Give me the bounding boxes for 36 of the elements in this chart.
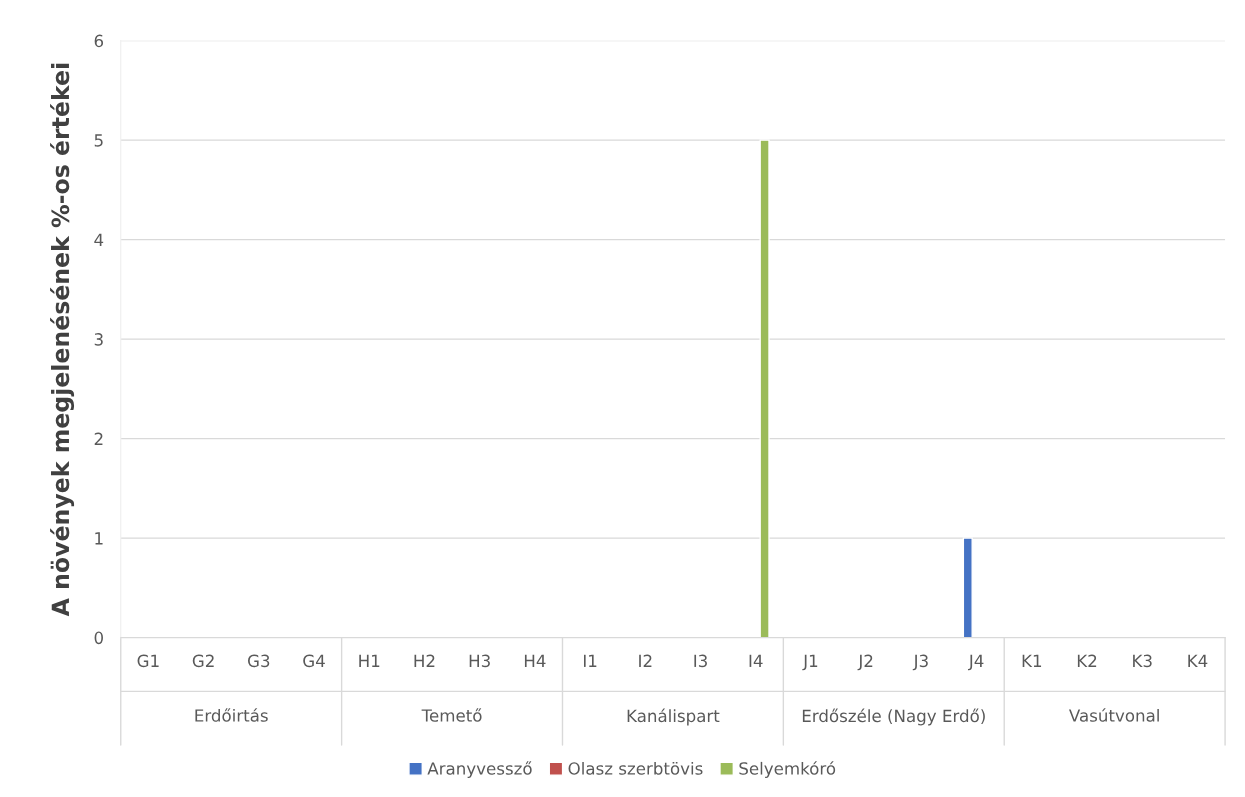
text: Vasútvonal — [1068, 708, 1159, 722]
text: Erdőszéle (Nagy Erdő) — [802, 708, 985, 726]
legend-label: Olasz szerbtövis — [568, 761, 703, 775]
y-tick-label: 4 — [94, 233, 104, 246]
x-tick-label: J1 — [802, 654, 818, 671]
x-tick-label: I4 — [749, 654, 763, 667]
x-tick-label: H4 — [524, 654, 546, 667]
x-tick-label: K3 — [1133, 654, 1152, 668]
legend-label: Aranyvessző — [427, 761, 532, 779]
x-tick-label: G4 — [303, 654, 325, 668]
x-tick-label: J2 — [857, 654, 873, 671]
text: Erdőirtás — [195, 708, 268, 722]
x-tick-label: G3 — [247, 654, 270, 668]
x-tick-label: I1 — [583, 654, 597, 667]
x-tick-label: G2 — [192, 654, 214, 668]
legend-label: Selyemkóró — [739, 761, 836, 779]
text: Kanálispart — [627, 708, 720, 726]
y-tick-label: 2 — [94, 432, 103, 445]
y-axis-title: A növények megjelenésének %-os értékei — [50, 63, 75, 617]
x-tick-label: I3 — [694, 654, 707, 668]
y-tick-label: 0 — [94, 631, 103, 645]
x-tick-label: G1 — [137, 654, 159, 668]
x-tick-label: K4 — [1188, 654, 1208, 667]
x-tick-label: J3 — [912, 654, 928, 671]
x-tick-label: H2 — [414, 654, 435, 667]
y-tick-label: 5 — [94, 134, 103, 147]
text: Temető — [421, 708, 482, 722]
y-tick-label: 6 — [94, 34, 104, 48]
x-tick-label: K2 — [1077, 654, 1097, 667]
x-tick-label: H1 — [359, 654, 380, 667]
y-tick-label: 3 — [94, 333, 103, 346]
x-tick-label: J4 — [967, 654, 984, 671]
x-tick-label: H3 — [469, 654, 490, 668]
x-tick-label: K1 — [1022, 654, 1042, 667]
x-tick-label: I2 — [639, 654, 652, 667]
y-tick-label: 1 — [95, 532, 103, 545]
